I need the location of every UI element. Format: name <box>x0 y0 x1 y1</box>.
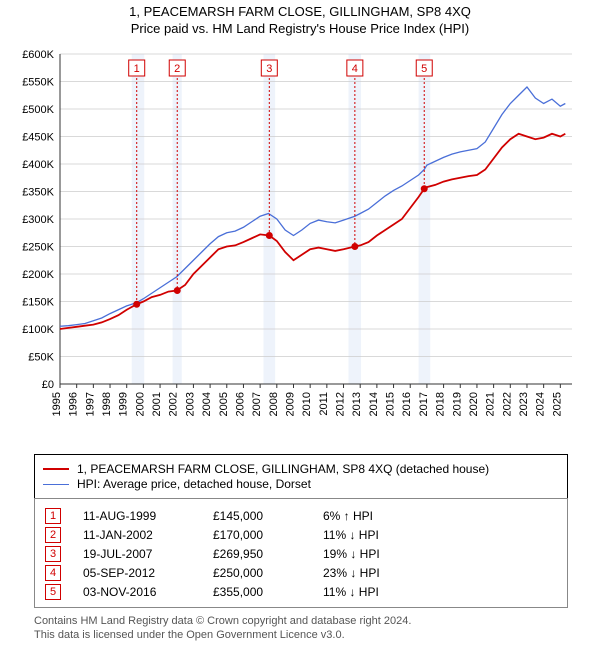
svg-text:1995: 1995 <box>51 392 63 416</box>
svg-text:2004: 2004 <box>201 392 213 416</box>
transaction-diff: 11% ↓ HPI <box>323 528 433 542</box>
svg-text:1999: 1999 <box>118 392 130 416</box>
svg-text:2005: 2005 <box>218 392 230 416</box>
svg-text:4: 4 <box>352 63 358 75</box>
svg-text:2018: 2018 <box>435 392 447 416</box>
transaction-price: £355,000 <box>213 585 323 599</box>
table-row: 3 19-JUL-2007£269,95019% ↓ HPI <box>41 546 561 562</box>
table-row: 4 05-SEP-2012£250,00023% ↓ HPI <box>41 565 561 581</box>
footer-line: Contains HM Land Registry data © Crown c… <box>34 614 411 628</box>
transaction-badge: 2 <box>45 527 61 543</box>
svg-text:3: 3 <box>266 63 272 75</box>
transaction-badge: 5 <box>45 584 61 600</box>
transaction-badge: 1 <box>45 508 61 524</box>
transaction-date: 19-JUL-2007 <box>83 547 213 561</box>
svg-text:2024: 2024 <box>535 392 547 416</box>
svg-text:2014: 2014 <box>368 392 380 416</box>
legend-label: 1, PEACEMARSH FARM CLOSE, GILLINGHAM, SP… <box>77 462 489 476</box>
transaction-date: 11-AUG-1999 <box>83 509 213 523</box>
transaction-date: 05-SEP-2012 <box>83 566 213 580</box>
svg-text:£350K: £350K <box>22 187 54 199</box>
svg-text:2022: 2022 <box>501 392 513 416</box>
table-row: 5 03-NOV-2016£355,00011% ↓ HPI <box>41 584 561 600</box>
svg-text:2020: 2020 <box>468 392 480 416</box>
page-container: 1, PEACEMARSH FARM CLOSE, GILLINGHAM, SP… <box>0 0 600 650</box>
transaction-diff: 23% ↓ HPI <box>323 566 433 580</box>
legend-label: HPI: Average price, detached house, Dors… <box>77 477 311 491</box>
chart-svg: £0 £50K £100K £150K £200K £250K £300K £350K £400… <box>10 44 590 444</box>
svg-text:2006: 2006 <box>234 392 246 416</box>
svg-text:2000: 2000 <box>134 392 146 416</box>
svg-text:£400K: £400K <box>22 159 54 171</box>
svg-text:2007: 2007 <box>251 392 263 416</box>
legend-item: HPI: Average price, detached house, Dors… <box>43 477 559 491</box>
footer-line: This data is licensed under the Open Gov… <box>34 628 411 642</box>
transaction-diff: 19% ↓ HPI <box>323 547 433 561</box>
svg-text:2002: 2002 <box>168 392 180 416</box>
transaction-price: £170,000 <box>213 528 323 542</box>
legend-item: 1, PEACEMARSH FARM CLOSE, GILLINGHAM, SP… <box>43 462 559 476</box>
svg-text:2016: 2016 <box>401 392 413 416</box>
svg-text:5: 5 <box>421 63 427 75</box>
svg-text:1996: 1996 <box>68 392 80 416</box>
chart-area: £0 £50K £100K £150K £200K £250K £300K £350K £400… <box>10 44 590 444</box>
svg-text:2013: 2013 <box>351 392 363 416</box>
svg-text:2012: 2012 <box>335 392 347 416</box>
svg-text:£50K: £50K <box>28 352 54 364</box>
table-row: 1 11-AUG-1999£145,0006% ↑ HPI <box>41 508 561 524</box>
svg-text:2010: 2010 <box>301 392 313 416</box>
svg-text:2025: 2025 <box>551 392 563 416</box>
table-row: 2 11-JAN-2002£170,00011% ↓ HPI <box>41 527 561 543</box>
svg-text:£450K: £450K <box>22 132 54 144</box>
transactions-table: 1 11-AUG-1999£145,0006% ↑ HPI 2 11-JAN-2002… <box>34 498 568 608</box>
title-subtitle: Price paid vs. HM Land Registry's House … <box>0 21 600 36</box>
svg-text:£100K: £100K <box>22 324 54 336</box>
svg-text:2017: 2017 <box>418 392 430 416</box>
svg-text:1998: 1998 <box>101 392 113 416</box>
svg-text:2019: 2019 <box>451 392 463 416</box>
svg-text:2023: 2023 <box>518 392 530 416</box>
legend-swatch-icon <box>43 484 69 485</box>
svg-text:2008: 2008 <box>268 392 280 416</box>
svg-text:£500K: £500K <box>22 104 54 116</box>
svg-text:£600K: £600K <box>22 49 54 61</box>
transaction-date: 11-JAN-2002 <box>83 528 213 542</box>
svg-text:£550K: £550K <box>22 77 54 89</box>
transaction-diff: 6% ↑ HPI <box>323 509 433 523</box>
svg-text:£200K: £200K <box>22 269 54 281</box>
svg-text:£150K: £150K <box>22 297 54 309</box>
svg-text:£300K: £300K <box>22 214 54 226</box>
title-address: 1, PEACEMARSH FARM CLOSE, GILLINGHAM, SP… <box>0 4 600 19</box>
transaction-price: £145,000 <box>213 509 323 523</box>
svg-text:2: 2 <box>174 63 180 75</box>
svg-text:1997: 1997 <box>84 392 96 416</box>
transaction-badge: 4 <box>45 565 61 581</box>
transaction-price: £250,000 <box>213 566 323 580</box>
svg-text:2021: 2021 <box>485 392 497 416</box>
svg-text:2009: 2009 <box>284 392 296 416</box>
svg-text:2015: 2015 <box>385 392 397 416</box>
svg-text:2001: 2001 <box>151 392 163 416</box>
footer-block: Contains HM Land Registry data © Crown c… <box>34 614 411 643</box>
legend-box: 1, PEACEMARSH FARM CLOSE, GILLINGHAM, SP… <box>34 454 568 499</box>
legend-swatch-icon <box>43 468 69 470</box>
svg-text:£0: £0 <box>42 379 54 391</box>
svg-text:2011: 2011 <box>318 392 330 416</box>
svg-text:2003: 2003 <box>184 392 196 416</box>
transaction-price: £269,950 <box>213 547 323 561</box>
transaction-date: 03-NOV-2016 <box>83 585 213 599</box>
transaction-badge: 3 <box>45 546 61 562</box>
svg-text:1: 1 <box>134 63 140 75</box>
svg-text:£250K: £250K <box>22 242 54 254</box>
title-block: 1, PEACEMARSH FARM CLOSE, GILLINGHAM, SP… <box>0 0 600 36</box>
transaction-diff: 11% ↓ HPI <box>323 585 433 599</box>
